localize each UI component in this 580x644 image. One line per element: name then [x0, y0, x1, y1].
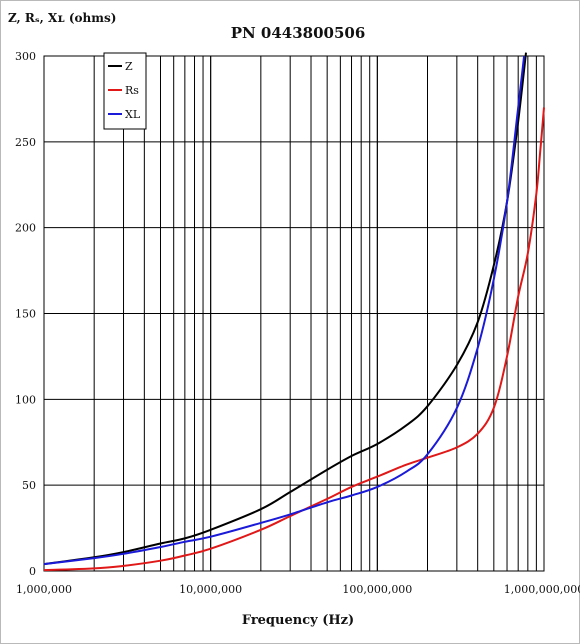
chart-title: PN 0443800506 [231, 24, 366, 42]
y-tick-label: 200 [15, 222, 36, 235]
x-axis-label: Frequency (Hz) [242, 613, 354, 628]
plot-area [43, 55, 545, 572]
y-tick-labels: 0 50 100 150 200 250 300 [15, 50, 36, 578]
y-tick-label: 150 [15, 308, 36, 321]
legend-label-rs: Rs [125, 84, 139, 97]
legend: Z Rs XL [103, 52, 147, 130]
x-tick-label: 1,000,000,000 [504, 583, 580, 596]
grid [44, 56, 544, 571]
x-tick-label: 100,000,000 [342, 583, 412, 596]
y-axis-label: Z, Rₛ, Xʟ (ohms) [8, 11, 116, 25]
series-line-xl [43, 55, 526, 566]
series-line-z [43, 52, 527, 566]
x-tick-label: 1,000,000 [16, 583, 72, 596]
legend-label-z: Z [125, 60, 133, 73]
x-tick-label: 10,000,000 [179, 583, 242, 596]
series-line-rs [43, 107, 545, 572]
x-tick-labels: 1,000,000 10,000,000 100,000,000 1,000,000,… [16, 583, 580, 596]
y-tick-label: 250 [15, 136, 36, 149]
y-tick-label: 0 [29, 565, 36, 578]
y-tick-label: 300 [15, 50, 36, 63]
y-tick-label: 50 [22, 479, 36, 492]
y-tick-label: 100 [15, 393, 36, 406]
legend-label-xl: XL [125, 108, 141, 121]
series-lines [43, 52, 545, 572]
